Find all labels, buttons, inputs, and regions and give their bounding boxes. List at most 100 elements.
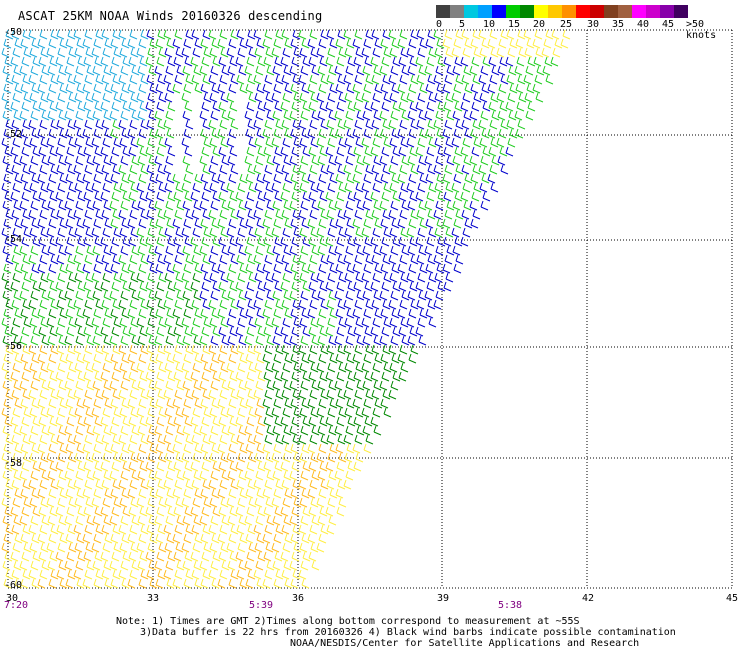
- wind-barb: [281, 434, 290, 445]
- wind-barb: [83, 326, 92, 337]
- wind-barb: [47, 335, 56, 346]
- wind-barb: [428, 92, 437, 103]
- wind-barb: [325, 146, 334, 157]
- wind-barb: [183, 578, 192, 589]
- wind-barb: [175, 452, 184, 463]
- wind-barb: [505, 101, 514, 112]
- wind-barb: [388, 254, 397, 265]
- wind-barb: [199, 65, 208, 76]
- wind-barb: [120, 245, 129, 256]
- wind-barb: [409, 146, 418, 157]
- wind-barb: [235, 326, 244, 337]
- wind-barb: [30, 290, 39, 301]
- wind-barb: [265, 227, 274, 238]
- wind-barb: [347, 56, 356, 67]
- wind-barb: [328, 290, 337, 301]
- wind-barb: [274, 371, 283, 382]
- wind-barb: [455, 119, 464, 130]
- wind-barb: [523, 29, 532, 40]
- wind-barb: [406, 272, 415, 283]
- wind-barb: [165, 65, 174, 76]
- wind-barb: [154, 200, 163, 211]
- wind-barb: [146, 299, 155, 310]
- wind-barb: [163, 434, 172, 445]
- legend-swatch: [478, 5, 492, 18]
- wind-barb: [40, 92, 49, 103]
- wind-barb: [517, 74, 526, 85]
- wind-barb: [255, 290, 264, 301]
- wind-barb: [128, 236, 137, 247]
- wind-barb: [381, 191, 390, 202]
- wind-barb: [102, 497, 111, 508]
- wind-barb: [298, 74, 307, 85]
- wind-barb: [140, 524, 149, 535]
- wind-barb: [37, 218, 46, 229]
- wind-barb: [453, 128, 462, 139]
- wind-barb: [317, 335, 326, 346]
- wind-barb: [271, 497, 280, 508]
- wind-barb: [388, 119, 397, 130]
- wind-barb: [91, 92, 100, 103]
- wind-barb: [155, 488, 164, 499]
- wind-barb: [129, 119, 138, 130]
- wind-barb: [49, 146, 58, 157]
- wind-barb: [185, 344, 194, 355]
- wind-barb: [93, 578, 102, 589]
- wind-barb: [307, 308, 316, 319]
- wind-barb: [129, 209, 138, 220]
- wind-barb: [335, 38, 344, 49]
- wind-barb: [316, 542, 325, 553]
- wind-barb: [239, 38, 248, 49]
- wind-barb: [399, 119, 408, 130]
- wind-barb: [497, 155, 506, 166]
- wind-barb: [145, 371, 154, 382]
- wind-barb: [499, 146, 508, 157]
- wind-barb: [23, 317, 32, 328]
- wind-barb: [334, 245, 343, 256]
- wind-barb: [230, 479, 239, 490]
- wind-barb: [127, 218, 136, 229]
- wind-barb: [299, 542, 308, 553]
- wind-barb: [317, 155, 326, 166]
- wind-barb: [131, 290, 140, 301]
- wind-barb: [239, 578, 248, 589]
- wind-barb: [247, 389, 256, 400]
- wind-barb: [68, 407, 77, 418]
- wind-barb: [121, 83, 130, 94]
- wind-barb: [154, 515, 163, 526]
- wind-barb: [244, 245, 253, 256]
- wind-barb: [239, 308, 248, 319]
- wind-barb: [113, 497, 122, 508]
- wind-barb: [31, 128, 40, 139]
- wind-barb: [156, 461, 165, 472]
- wind-barb: [338, 497, 347, 508]
- wind-barb: [291, 371, 300, 382]
- wind-barb: [229, 416, 238, 427]
- wind-barb: [292, 434, 301, 445]
- wind-barb: [28, 209, 37, 220]
- wind-barb: [40, 407, 49, 418]
- wind-barb: [246, 191, 255, 202]
- wind-barb: [147, 452, 156, 463]
- wind-barb: [91, 137, 100, 148]
- wind-barb: [67, 434, 76, 445]
- wind-barb: [56, 254, 65, 265]
- wind-barb: [443, 281, 452, 292]
- wind-barb: [372, 317, 381, 328]
- wind-barb: [253, 164, 262, 175]
- wind-barb: [281, 74, 290, 85]
- wind-barb: [254, 227, 263, 238]
- wind-barb: [74, 47, 83, 58]
- wind-barb: [58, 110, 67, 121]
- wind-barb: [229, 56, 238, 67]
- wind-barb: [208, 119, 217, 130]
- wind-barb: [425, 128, 434, 139]
- wind-barb: [77, 56, 86, 67]
- wind-barb: [19, 470, 28, 481]
- wind-barb: [218, 236, 227, 247]
- wind-barb: [380, 308, 389, 319]
- wind-barb: [227, 470, 236, 481]
- wind-barb: [370, 416, 379, 427]
- wind-barb: [157, 74, 166, 85]
- wind-barb: [32, 146, 41, 157]
